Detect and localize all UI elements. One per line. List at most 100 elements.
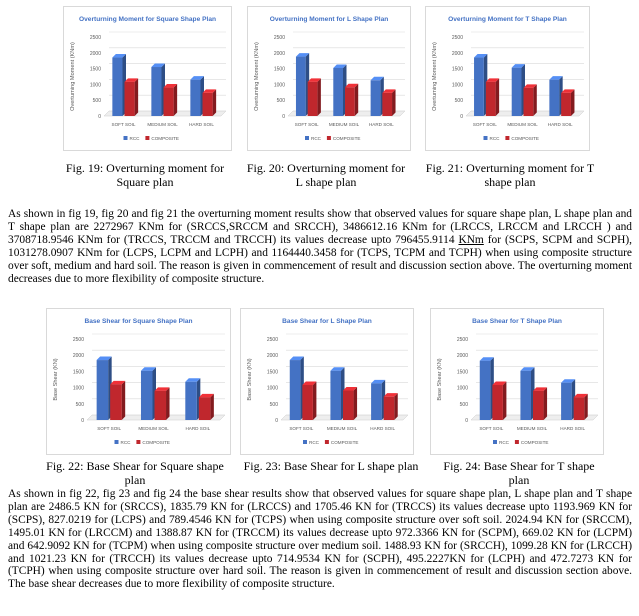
chart-title: Base Shear for Square Shape Plan	[84, 318, 192, 325]
y-tick-label: 500	[277, 98, 286, 104]
bar-top	[533, 387, 548, 391]
chart-fig23: Base Shear for L Shape Plan 0 500 1000 1500 2…	[240, 308, 414, 455]
y-axis-label: Overturning Moment (KNm)	[70, 42, 76, 111]
bar-top	[492, 381, 507, 386]
bar-rcc	[295, 53, 310, 116]
chart-svg-fig19: Overturning Moment for Square Shape Plan…	[70, 16, 227, 141]
legend-swatch	[324, 440, 329, 444]
x-tick-label: HARD SOIL	[189, 122, 214, 127]
bar-side	[584, 393, 588, 420]
y-tick-label: 2000	[73, 353, 84, 359]
y-tick-label: 2500	[73, 337, 84, 343]
bar-composite	[124, 78, 139, 116]
bar-composite	[485, 78, 500, 116]
x-tick-label: SOFT SOIL	[289, 426, 313, 431]
legend-swatch	[305, 136, 309, 140]
bar-top	[140, 367, 156, 371]
legend-label: RCC	[309, 440, 320, 445]
bar-side	[533, 84, 537, 116]
bar-front	[333, 67, 343, 116]
paragraph1-underlined: KNm	[458, 233, 484, 246]
bar-composite	[198, 393, 214, 420]
bar-side	[354, 83, 359, 116]
y-tick-label: 0	[465, 418, 468, 424]
legend-label: RCC	[130, 136, 141, 141]
bar-front	[154, 390, 167, 420]
y-axis-label: Overturning Moment (KNm)	[432, 42, 438, 111]
legend-label: RCC	[499, 440, 510, 445]
legend-swatch	[326, 136, 331, 140]
caption-fig24-line2: plan	[508, 473, 530, 487]
chart-title: Overturning Moment for L Shape Plan	[270, 16, 389, 23]
legend-label: RCC	[121, 440, 132, 445]
x-tick-label: HARD SOIL	[369, 122, 394, 127]
bar-top	[523, 84, 537, 88]
chart-svg-fig20: Overturning Moment for L Shape Plan 0 500 1…	[254, 16, 406, 141]
y-tick-label: 500	[93, 98, 102, 104]
caption-fig22-line1: Fig. 22: Base Shear for Square shape	[46, 459, 224, 473]
bar-composite	[154, 387, 170, 420]
x-tick-label: SOFT SOIL	[295, 122, 319, 127]
bar-composite	[383, 393, 398, 420]
paragraph1-part1: As shown in fig 19, fig 20 and fig 21 th…	[8, 208, 632, 246]
bar-top	[307, 78, 321, 82]
y-axis-label: Base Shear (KN)	[437, 358, 443, 400]
chart-svg-fig21: Overturning Moment for T Shape Plan 0 500 1…	[432, 16, 585, 141]
y-axis-label: Overturning Moment (KNm)	[254, 42, 260, 111]
bar-rcc	[151, 63, 165, 116]
caption-fig21-line1: Fig. 21: Overturning moment for T	[425, 161, 595, 175]
bar-front	[151, 67, 162, 116]
bar-rcc	[479, 357, 494, 420]
bar-front	[382, 92, 393, 116]
bar-front	[289, 360, 301, 420]
bar-front	[533, 390, 544, 420]
bar-side	[166, 387, 170, 420]
bar-rcc	[289, 356, 304, 420]
chart-svg-fig23: Base Shear for L Shape Plan 0 500 1000 1500 2…	[247, 318, 409, 445]
x-tick-label: SOFT SOIL	[473, 122, 497, 127]
legend-label: COMPOSITE	[331, 440, 359, 445]
bar-top	[561, 379, 576, 383]
bar-front	[561, 382, 572, 420]
caption-fig24-line1: Fig. 24: Base Shear for T shape	[443, 459, 595, 473]
legend-swatch	[514, 440, 519, 444]
bar-top	[382, 89, 396, 93]
bar-rcc	[96, 356, 112, 420]
y-tick-label: 500	[460, 402, 469, 408]
bar-side	[392, 89, 396, 116]
bar-front	[383, 396, 395, 420]
bar-rcc	[511, 64, 525, 116]
bar-top	[333, 64, 347, 68]
y-tick-label: 0	[275, 418, 278, 424]
y-tick-label: 1000	[90, 82, 101, 88]
legend-swatch	[493, 440, 497, 444]
bar-top	[511, 64, 525, 68]
bar-composite	[523, 84, 537, 116]
y-tick-label: 2500	[274, 35, 285, 41]
bar-front	[330, 370, 341, 420]
bar-side	[212, 89, 217, 116]
legend-label: COMPOSITE	[151, 136, 179, 141]
bar-side	[312, 381, 317, 420]
bar-top	[383, 393, 398, 397]
bar-top	[474, 54, 488, 58]
bar-composite	[533, 387, 548, 420]
bar-composite	[302, 381, 317, 420]
y-tick-label: 0	[282, 114, 285, 120]
bar-front	[302, 385, 313, 420]
y-tick-label: 0	[81, 418, 84, 424]
legend-swatch	[114, 440, 119, 444]
legend-label: COMPOSITE	[142, 440, 170, 445]
legend-label: RCC	[311, 136, 322, 141]
bar-top	[561, 89, 575, 93]
bar-front	[198, 397, 211, 420]
chart-fig20: Overturning Moment for L Shape Plan 0 500 1…	[247, 6, 411, 151]
chart-svg-fig24: Base Shear for T Shape Plan 0 500 1000 1500 2…	[437, 318, 599, 445]
y-tick-label: 2000	[90, 51, 101, 57]
legend-swatch	[483, 136, 488, 140]
bar-front	[485, 81, 496, 116]
bar-top	[371, 379, 386, 384]
bar-side	[317, 78, 321, 116]
bar-front	[185, 381, 197, 420]
y-tick-label: 0	[98, 114, 101, 120]
